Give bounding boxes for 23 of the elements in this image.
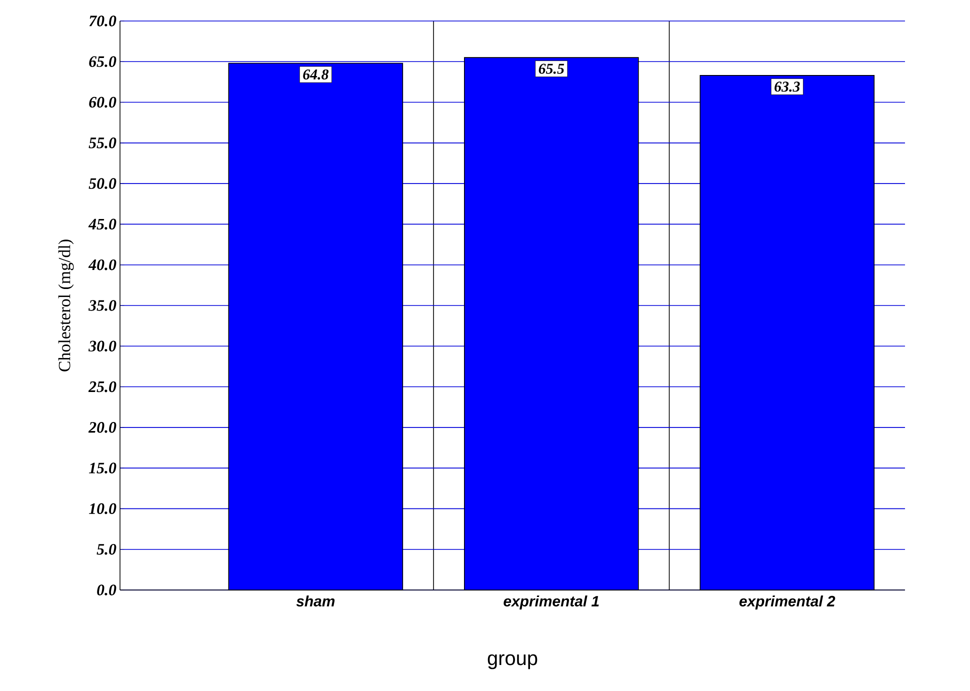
x-tick-label: exprimental 2: [739, 596, 836, 610]
y-tick-label: 35.0: [88, 300, 116, 311]
y-tick-label: 20.0: [88, 422, 116, 433]
x-tick-label: sham: [296, 596, 335, 606]
y-tick-label: 10.0: [88, 503, 116, 514]
y-tick-label: 50.0: [88, 178, 116, 189]
data-label: 65.5: [538, 64, 564, 74]
y-tick-label: 25.0: [88, 381, 116, 392]
data-label: 63.3: [774, 82, 800, 92]
y-tick-label: 15.0: [88, 462, 116, 474]
x-tick-label: exprimental 1: [504, 596, 599, 610]
x-axis-title: group: [488, 654, 538, 670]
y-tick-label: 70.0: [89, 16, 116, 26]
y-tick-label: 5.0: [96, 544, 116, 555]
y-tick-label: 55.0: [88, 138, 116, 148]
y-tick-label: 45.0: [88, 218, 116, 230]
y-tick-label: 60.0: [89, 96, 116, 108]
data-label: 64.8: [303, 69, 329, 80]
y-tick-label: 65.0: [89, 56, 116, 68]
y-axis-title: Cholesterol (mg/dl): [58, 240, 74, 372]
y-tick-label: 40.0: [88, 259, 116, 270]
y-tick-label: 0.0: [97, 584, 116, 596]
y-tick-label: 30.0: [88, 340, 116, 352]
